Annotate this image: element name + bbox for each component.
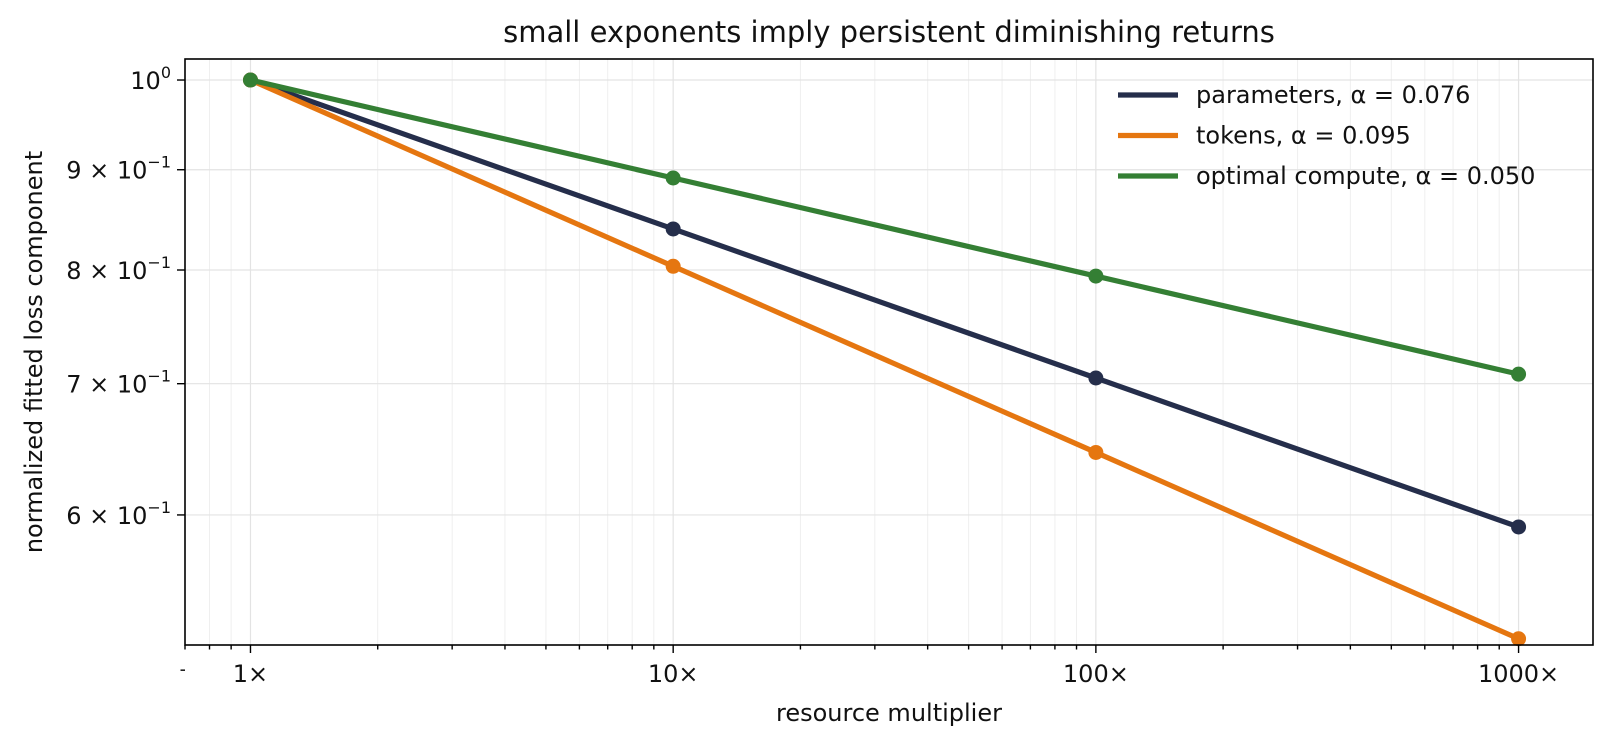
x-tick-label: 10× (648, 660, 699, 688)
y-axis-label: normalized fitted loss component (20, 151, 48, 553)
data-point (665, 170, 681, 186)
data-point (1088, 268, 1104, 284)
series-line (247, 76, 1522, 643)
chart-title: small exponents imply persistent diminis… (503, 15, 1275, 49)
x-tick-label: 1× (233, 660, 268, 688)
data-point (1511, 519, 1527, 535)
legend-label: parameters, α = 0.076 (1196, 81, 1470, 109)
series-layer (242, 72, 1527, 647)
data-point (665, 221, 681, 237)
series-line (247, 76, 1522, 378)
y-tick-label: 100 (130, 63, 171, 95)
y-tick-label: 7 × 10−1 (66, 367, 171, 399)
series-line (247, 76, 1522, 531)
legend-label: optimal compute, α = 0.050 (1196, 162, 1535, 190)
legend: parameters, α = 0.076 tokens, α = 0.095 op… (1118, 81, 1535, 190)
y-tick-label: 8 × 10−1 (66, 253, 171, 285)
axis-ticks: 1× 10× 100× 1000× 100 9 × 10−1 8 × 10−1 7 × 10−… (66, 63, 1559, 688)
data-point (1511, 366, 1527, 382)
x-axis-label: resource multiplier (776, 699, 1002, 727)
plot-frame (184, 58, 1594, 646)
data-point (665, 258, 681, 274)
y-tick-label: 6 × 10−1 (66, 498, 171, 530)
y-tick-label: 9 × 10−1 (66, 153, 171, 185)
x-tick-label: 100× (1063, 660, 1129, 688)
data-point (242, 72, 258, 88)
data-point (1511, 631, 1527, 647)
data-point (1088, 444, 1104, 460)
grid (184, 59, 1593, 645)
legend-label: tokens, α = 0.095 (1196, 122, 1411, 150)
x-tick-label: 1000× (1478, 660, 1559, 688)
data-point (1088, 370, 1104, 386)
